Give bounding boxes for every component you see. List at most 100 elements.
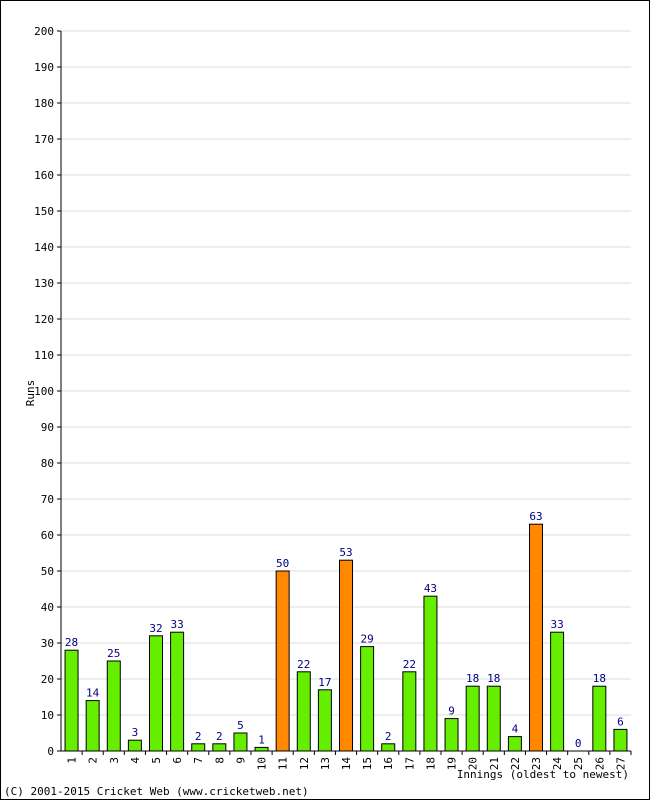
y-tick-label: 120 (34, 313, 54, 326)
bar (106, 660, 121, 752)
x-tick-label: 17 (403, 757, 416, 770)
data-label: 14 (86, 687, 100, 700)
data-label: 2 (195, 730, 202, 743)
y-tick-label: 0 (47, 745, 54, 758)
x-tick-label: 10 (256, 757, 269, 770)
data-label: 4 (512, 723, 519, 736)
y-tick-label: 70 (41, 493, 54, 506)
y-axis-title: Runs (24, 380, 37, 407)
bar (592, 685, 607, 752)
bar (149, 635, 163, 752)
data-label: 29 (360, 633, 373, 646)
bar (170, 631, 185, 752)
y-tick-label: 160 (34, 169, 54, 182)
x-tick-label: 1 (66, 757, 79, 764)
bar (212, 743, 227, 752)
bar (85, 700, 100, 752)
data-label: 18 (593, 672, 606, 685)
x-tick-label: 8 (213, 757, 226, 764)
bar (360, 646, 375, 752)
x-tick-label: 14 (340, 757, 353, 771)
x-tick-label: 13 (319, 757, 332, 770)
data-label: 1 (258, 733, 265, 746)
bar (465, 685, 480, 752)
bar (613, 728, 628, 752)
x-tick-label: 23 (530, 757, 543, 770)
data-label: 3 (132, 726, 139, 739)
data-label: 53 (339, 546, 352, 559)
y-tick-label: 40 (41, 601, 54, 614)
x-tick-label: 9 (234, 757, 247, 764)
data-label: 18 (466, 672, 479, 685)
data-label: 0 (575, 737, 582, 750)
y-tick-label: 80 (41, 457, 54, 470)
bar (275, 570, 290, 752)
x-tick-label: 18 (424, 757, 437, 770)
y-tick-label: 190 (34, 61, 54, 74)
x-tick-label: 22 (509, 757, 522, 770)
data-label: 5 (237, 719, 244, 732)
x-tick-label: 26 (593, 757, 606, 770)
x-tick-label: 20 (467, 757, 480, 770)
data-label: 32 (149, 622, 162, 635)
y-tick-label: 200 (34, 25, 54, 38)
y-tick-label: 100 (34, 385, 54, 398)
x-tick-label: 21 (488, 757, 501, 770)
data-label: 43 (424, 582, 437, 595)
data-label: 2 (216, 730, 223, 743)
bar (233, 732, 248, 752)
y-tick-label: 110 (34, 349, 54, 362)
bar (64, 649, 79, 752)
y-tick-label: 170 (34, 133, 54, 146)
x-axis-title: Innings (oldest to newest) (457, 768, 629, 781)
x-tick-label: 16 (382, 757, 395, 770)
bar (423, 595, 438, 752)
x-tick-label: 5 (150, 757, 163, 764)
x-tick-label: 24 (551, 757, 564, 771)
bar (507, 736, 522, 752)
bar (296, 671, 311, 752)
data-label: 17 (318, 676, 331, 689)
bar (191, 743, 206, 752)
y-tick-label: 90 (41, 421, 54, 434)
y-tick-label: 60 (41, 529, 54, 542)
data-label: 18 (487, 672, 500, 685)
bar (254, 746, 269, 752)
x-tick-label: 27 (614, 757, 627, 770)
x-tick-label: 11 (277, 757, 290, 770)
data-label: 33 (170, 618, 183, 631)
bar (127, 739, 142, 752)
y-tick-label: 20 (41, 673, 54, 686)
copyright-footer: (C) 2001-2015 Cricket Web (www.cricketwe… (4, 785, 309, 798)
bar (339, 559, 353, 752)
data-label: 50 (276, 557, 289, 570)
data-label: 25 (107, 647, 120, 660)
bar (486, 685, 501, 752)
y-tick-label: 180 (34, 97, 54, 110)
y-tick-label: 50 (41, 565, 54, 578)
x-tick-label: 19 (446, 757, 459, 770)
data-label: 2 (385, 730, 392, 743)
bar (317, 689, 332, 752)
data-label: 33 (550, 618, 563, 631)
data-label: 9 (448, 705, 455, 718)
y-tick-label: 140 (34, 241, 54, 254)
x-tick-label: 25 (572, 757, 585, 770)
x-tick-label: 6 (171, 757, 184, 764)
x-tick-label: 15 (361, 757, 374, 770)
data-label: 6 (617, 715, 624, 728)
data-label: 63 (529, 510, 542, 523)
bar (444, 718, 459, 752)
x-tick-label: 12 (298, 757, 311, 770)
x-tick-label: 7 (192, 757, 205, 764)
y-tick-label: 150 (34, 205, 54, 218)
data-label: 22 (403, 658, 416, 671)
x-tick-label: 2 (87, 757, 100, 764)
x-tick-label: 3 (108, 757, 121, 764)
bar (381, 743, 396, 752)
y-tick-label: 30 (41, 637, 54, 650)
y-tick-label: 130 (34, 277, 54, 290)
